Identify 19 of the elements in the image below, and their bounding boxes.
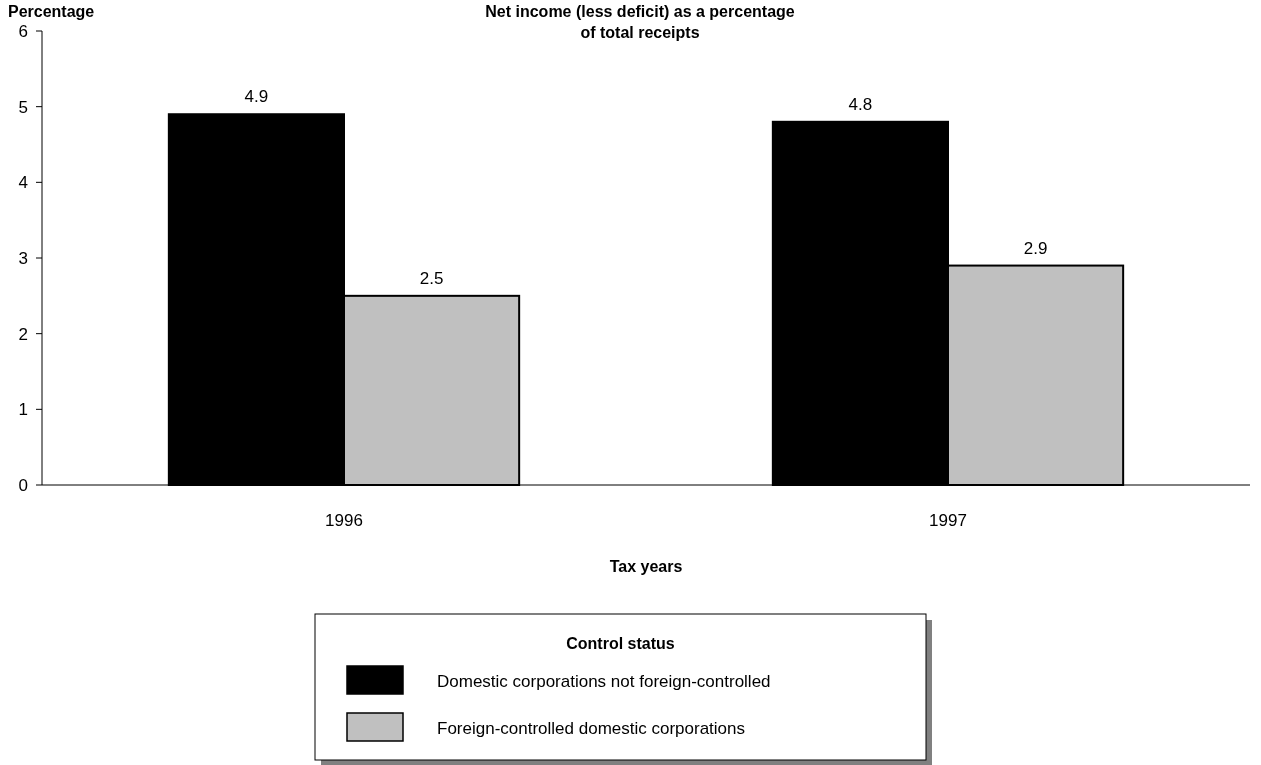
y-tick-label: 4 <box>18 173 28 193</box>
legend-title: Control status <box>566 635 675 652</box>
data-label: 2.5 <box>419 268 444 288</box>
y-tick-label: 2 <box>18 324 28 344</box>
y-tick-label: 5 <box>18 97 28 117</box>
data-label: 4.9 <box>244 87 269 107</box>
data-label: 2.9 <box>1023 238 1048 258</box>
x-axis-title: Tax years <box>609 558 683 575</box>
chart-title: Net income (less deficit) as a percentage of total receipts <box>485 3 795 41</box>
y-tick-label: 0 <box>18 476 28 495</box>
y-tick-label: 3 <box>18 249 28 268</box>
x-tick-label: 1997 <box>929 511 967 530</box>
y-tick-label: 1 <box>18 400 28 420</box>
legend-label: Domestic corporations not foreign-controlled <box>437 672 771 691</box>
y-axis-title: Percentage <box>8 3 95 20</box>
data-label: 4.8 <box>848 94 873 114</box>
legend-label: Foreign-controlled domestic corporations <box>437 719 746 738</box>
x-tick-label: 1996 <box>325 511 363 530</box>
y-tick-label: 6 <box>18 22 28 41</box>
